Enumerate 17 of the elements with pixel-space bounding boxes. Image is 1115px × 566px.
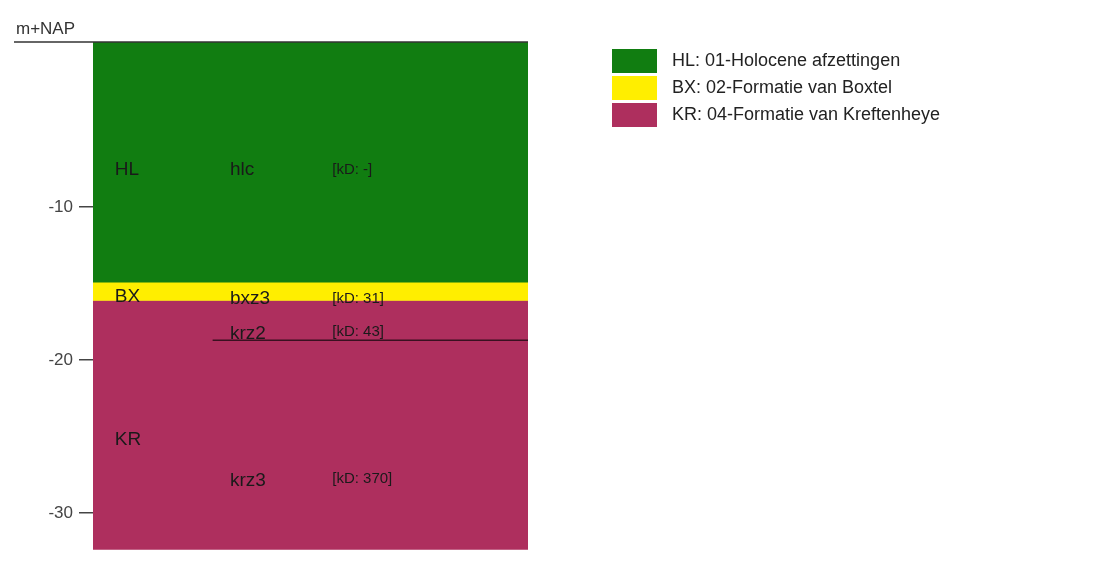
legend-label: KR: 04-Formatie van Kreftenheye — [672, 104, 941, 125]
annotation: krz3 — [230, 469, 266, 491]
bar — [93, 42, 528, 283]
annotation: krz2 — [230, 322, 266, 344]
y-tick-label: -30 — [48, 502, 73, 522]
annotation: [kD: 43] — [332, 322, 384, 340]
annotation: hlc — [230, 158, 255, 180]
annotation: [kD: 370] — [332, 469, 393, 487]
y-tick-label: -20 — [48, 349, 73, 369]
annotation: [kD: -] — [332, 160, 373, 178]
legend-label: HL: 01-Holocene afzettingen — [672, 50, 901, 71]
annotation: KR — [114, 428, 142, 450]
legend-label: BX: 02-Formatie van Boxtel — [672, 77, 893, 98]
y-tick-label: -10 — [48, 196, 73, 216]
y-axis-title: m+NAP — [16, 19, 76, 39]
annotation: BX — [114, 285, 141, 307]
annotation: HL — [114, 158, 140, 180]
